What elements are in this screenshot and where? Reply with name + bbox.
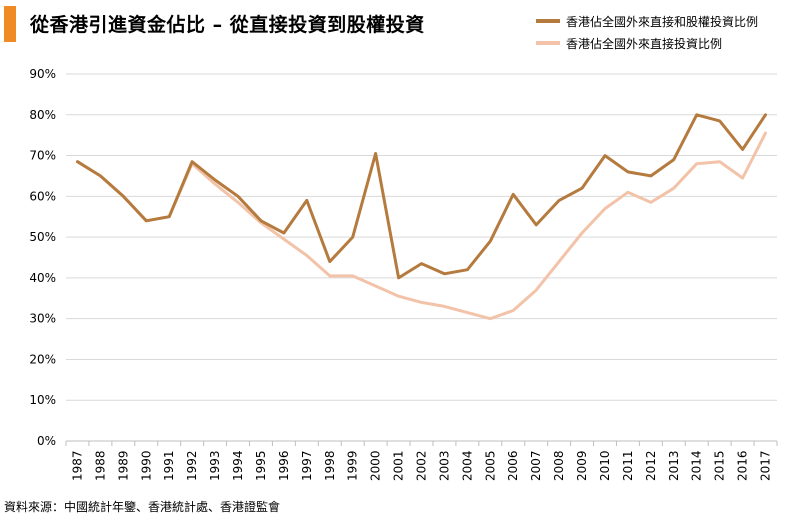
x-tick-label: 2000 bbox=[369, 450, 383, 481]
y-tick-label: 80% bbox=[29, 108, 56, 122]
x-tick-label: 2001 bbox=[392, 450, 406, 481]
legend-label-series-2: 香港佔全國外來直接投資比例 bbox=[566, 36, 723, 51]
title-accent-bar bbox=[4, 6, 16, 42]
x-tick-label: 1990 bbox=[139, 450, 153, 481]
x-tick-label: 2011 bbox=[621, 450, 635, 481]
y-tick-label: 60% bbox=[29, 189, 56, 203]
x-tick-label: 2008 bbox=[552, 450, 566, 481]
x-tick-label: 1992 bbox=[185, 450, 199, 481]
y-tick-label: 30% bbox=[29, 312, 56, 326]
page-title: 從香港引進資金佔比 – 從直接投資到股權投資 bbox=[30, 14, 425, 36]
y-tick-label: 40% bbox=[29, 271, 56, 285]
x-tick-label: 2014 bbox=[690, 450, 704, 481]
x-tick-label: 2002 bbox=[415, 450, 429, 481]
source-note: 資料來源：中國統計年鑒、香港統計處、香港證監會 bbox=[4, 500, 281, 514]
x-tick-label: 1999 bbox=[346, 450, 360, 481]
x-tick-label: 1997 bbox=[300, 450, 314, 481]
x-tick-label: 1994 bbox=[231, 450, 245, 481]
x-tick-label: 2010 bbox=[598, 450, 612, 481]
y-tick-label: 20% bbox=[29, 352, 56, 366]
x-tick-label: 2003 bbox=[437, 450, 451, 481]
legend-swatch-series-2 bbox=[536, 41, 560, 45]
y-tick-label: 90% bbox=[29, 67, 56, 81]
x-tick-label: 1998 bbox=[323, 450, 337, 481]
y-tick-label: 50% bbox=[29, 230, 56, 244]
x-tick-label: 2013 bbox=[667, 450, 681, 481]
x-tick-label: 1993 bbox=[208, 450, 222, 481]
x-tick-label: 2005 bbox=[483, 450, 497, 481]
x-tick-label: 2016 bbox=[736, 450, 750, 481]
series-line-1 bbox=[76, 113, 767, 280]
chart-legend: 香港佔全國外來直接和股權投資比例 香港佔全國外來直接投資比例 bbox=[536, 10, 758, 54]
legend-swatch-series-1 bbox=[536, 19, 560, 23]
x-tick-label: 1987 bbox=[70, 450, 84, 481]
x-tick-label: 2007 bbox=[529, 450, 543, 481]
series-line-2 bbox=[76, 131, 767, 321]
x-tick-label: 1989 bbox=[116, 450, 130, 481]
y-tick-label: 0% bbox=[37, 434, 56, 448]
x-tick-label: 2004 bbox=[460, 450, 474, 481]
legend-item-series-1: 香港佔全國外來直接和股權投資比例 bbox=[536, 10, 758, 32]
x-tick-label: 1996 bbox=[277, 450, 291, 481]
y-tick-label: 10% bbox=[29, 393, 56, 407]
y-tick-label: 70% bbox=[29, 149, 56, 163]
x-tick-label: 1988 bbox=[93, 450, 107, 481]
x-tick-label: 2017 bbox=[759, 450, 773, 481]
x-tick-label: 2012 bbox=[644, 450, 658, 481]
legend-label-series-1: 香港佔全國外來直接和股權投資比例 bbox=[566, 14, 759, 29]
x-tick-label: 1995 bbox=[254, 450, 268, 481]
legend-item-series-2: 香港佔全國外來直接投資比例 bbox=[536, 32, 758, 54]
x-tick-label: 2006 bbox=[506, 450, 520, 481]
x-tick-label: 1991 bbox=[162, 450, 176, 481]
x-tick-label: 2009 bbox=[575, 450, 589, 481]
x-tick-label: 2015 bbox=[713, 450, 727, 481]
